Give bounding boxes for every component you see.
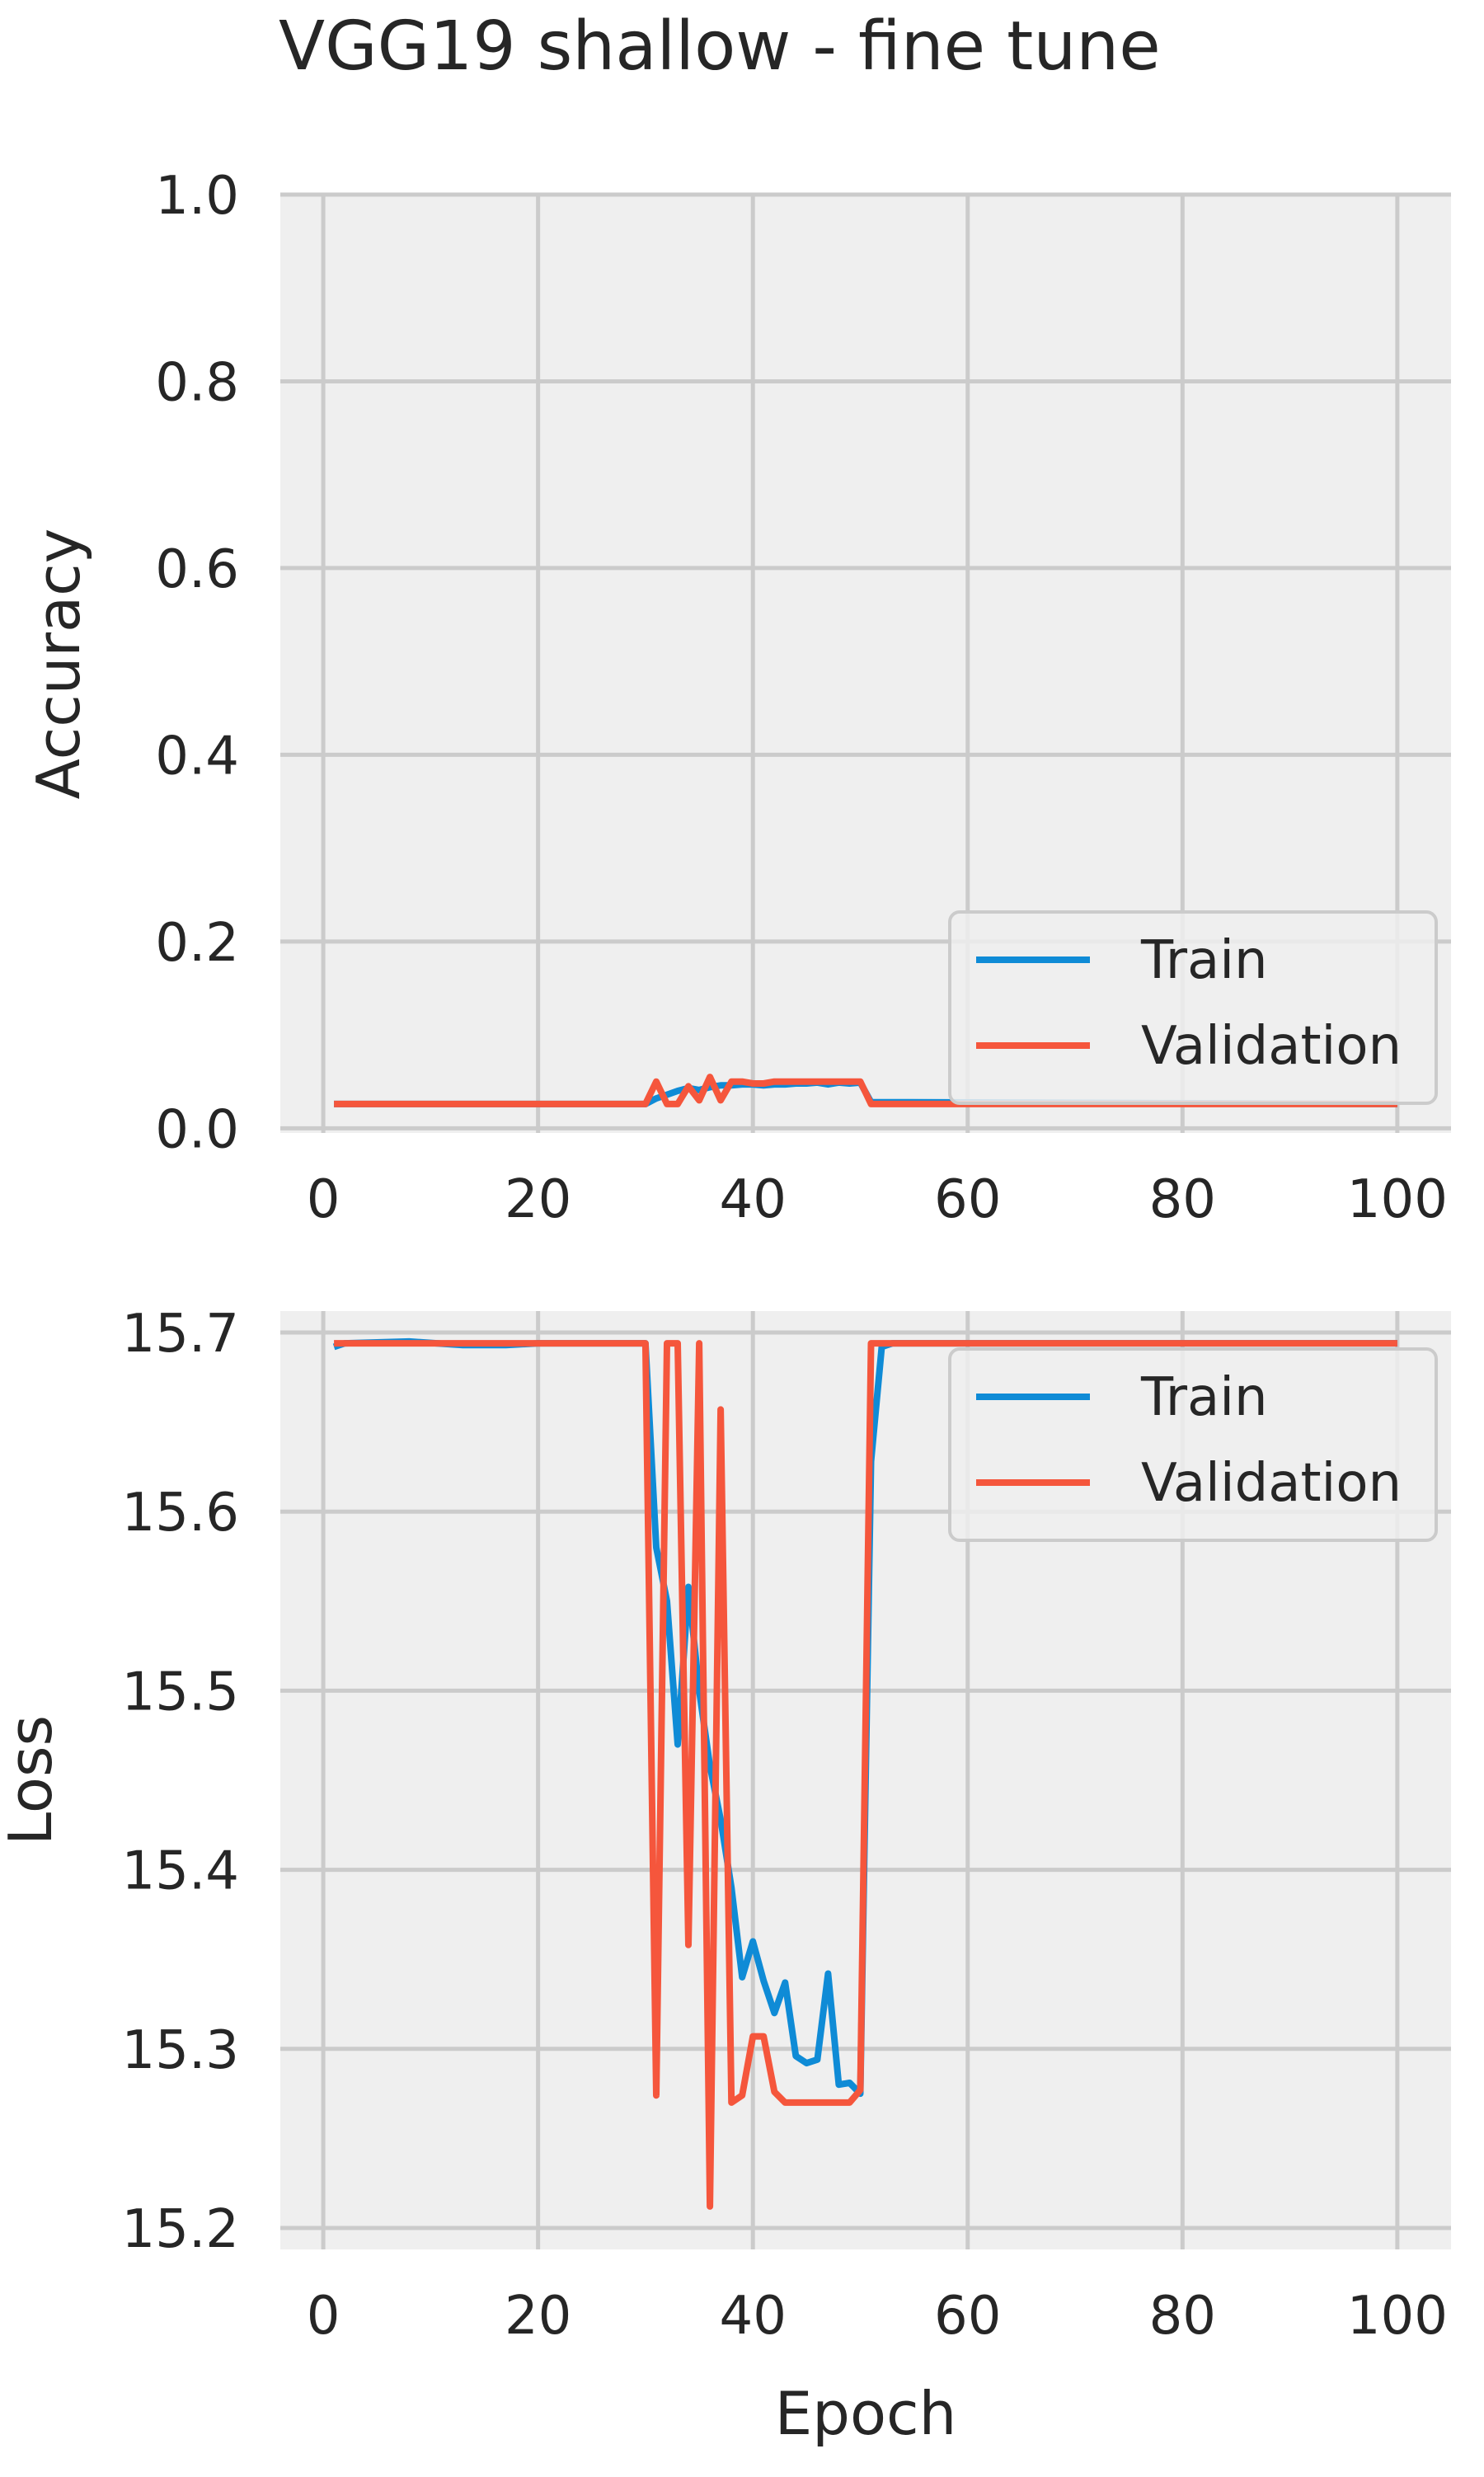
y-tick-label: 15.3 [122,2020,240,2081]
x-tick-label: 20 [505,2286,571,2347]
y-axis-label: Loss [0,1715,65,1845]
x-tick-label: 100 [1347,1169,1448,1230]
y-tick-label: 0.6 [155,539,239,600]
x-tick-label: 0 [307,1169,340,1230]
chart-accuracy: 0 20 40 60 80 100 0.0 0.2 0.4 0.6 0.8 1.0 Accuracy Tr… [24,166,1451,1230]
x-tick-label: 20 [505,1169,571,1230]
x-tick-label: 60 [934,1169,1001,1230]
y-tick-label: 0.4 [155,726,239,787]
y-tick-label: 15.5 [122,1662,240,1723]
y-tick-label: 0.2 [155,913,239,974]
y-tick-label: 15.7 [122,1304,240,1365]
figure-title: VGG19 shallow - fine tune [279,7,1161,86]
chart-loss: 0 20 40 60 80 100 15.2 15.3 15.4 15.5 15.6 15.7 Loss… [0,1304,1451,2448]
x-tick-label: 80 [1149,1169,1216,1230]
legend-label-validation: Validation [1141,1453,1402,1514]
x-tick-label: 40 [719,2286,786,2347]
legend: Train Validation [948,1347,1438,1542]
x-tick-label: 60 [934,2286,1001,2347]
legend-label-train: Train [1140,1367,1268,1428]
x-tick-label: 80 [1149,2286,1216,2347]
y-axis-label: Accuracy [24,529,93,800]
y-tick-label: 15.4 [122,1841,240,1902]
x-tick-label: 0 [307,2286,340,2347]
y-tick-label: 15.6 [122,1483,240,1544]
legend-label-validation: Validation [1141,1016,1402,1077]
series-line-validation [334,1074,1397,1107]
legend-label-train: Train [1140,930,1268,991]
series-line-validation [334,1340,1397,2210]
legend: Train Validation [948,910,1438,1105]
y-tick-label: 15.2 [122,2199,240,2260]
y-tick-label: 0.0 [155,1099,239,1160]
y-tick-label: 1.0 [155,166,239,227]
x-tick-label: 100 [1347,2286,1448,2347]
x-tick-label: 40 [719,1169,786,1230]
x-axis-label: Epoch [775,2379,956,2448]
y-tick-label: 0.8 [155,352,239,413]
